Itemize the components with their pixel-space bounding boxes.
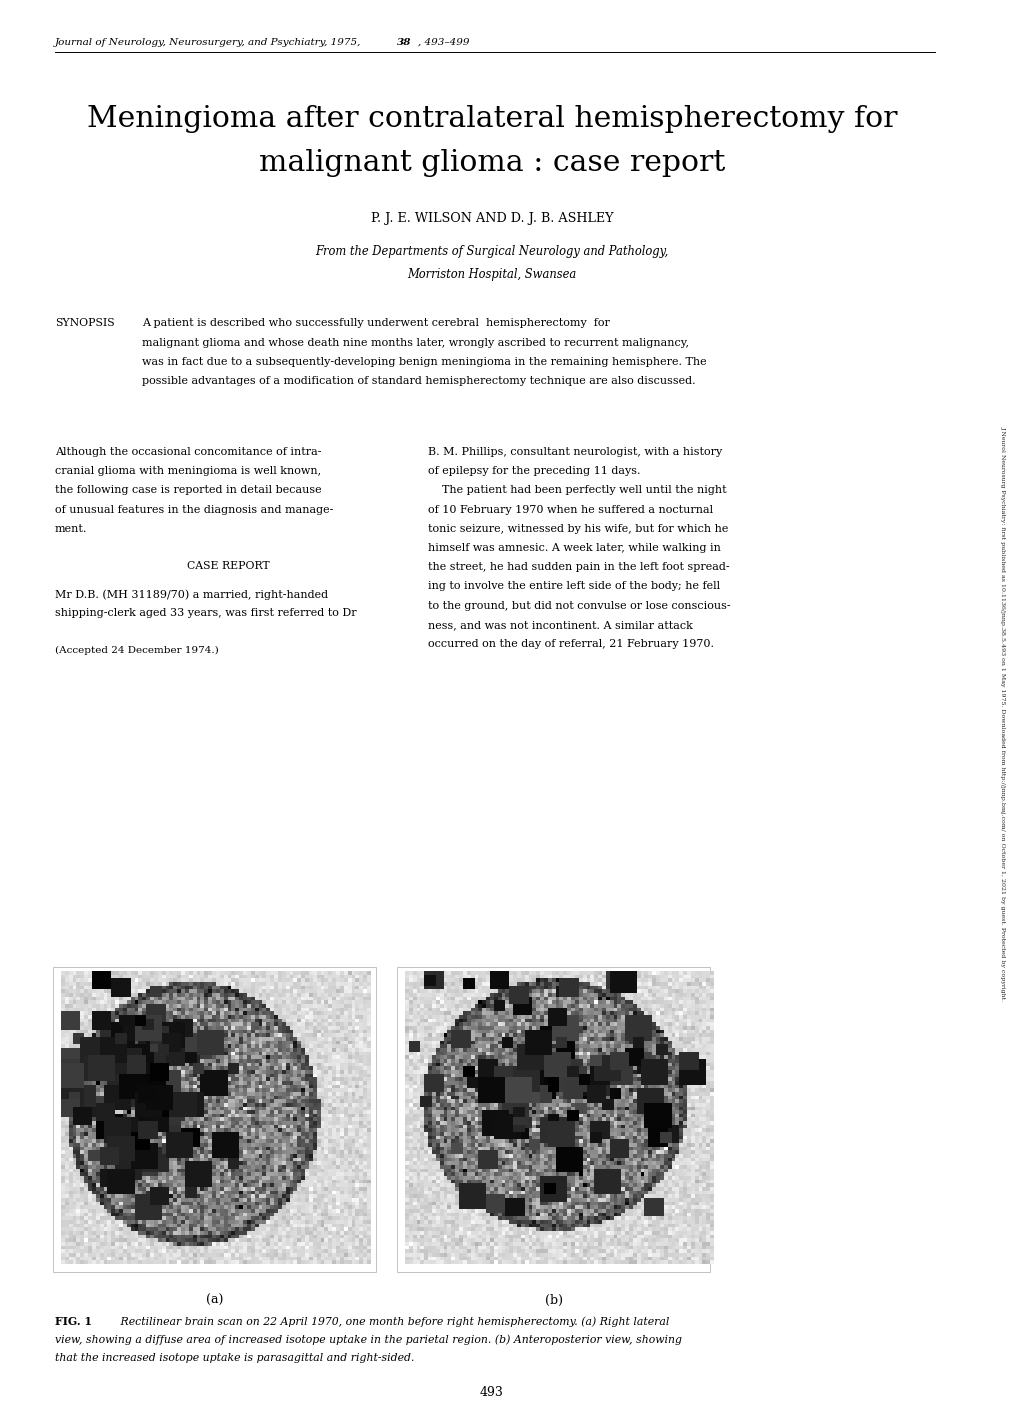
Text: the street, he had sudden pain in the left foot spread-: the street, he had sudden pain in the le… — [427, 562, 729, 572]
Text: Morriston Hospital, Swansea: Morriston Hospital, Swansea — [407, 268, 576, 281]
Text: ment.: ment. — [55, 524, 88, 534]
Text: Although the occasional concomitance of intra-: Although the occasional concomitance of … — [55, 447, 321, 457]
Text: Journal of Neurology, Neurosurgery, and Psychiatry, 1975,: Journal of Neurology, Neurosurgery, and … — [55, 39, 364, 47]
Text: The patient had been perfectly well until the night: The patient had been perfectly well unti… — [427, 485, 726, 495]
Bar — [396, 968, 709, 1271]
Text: cranial glioma with meningioma is well known,: cranial glioma with meningioma is well k… — [55, 467, 321, 477]
Text: From the Departments of Surgical Neurology and Pathology,: From the Departments of Surgical Neurolo… — [315, 245, 668, 258]
Text: himself was amnesic. A week later, while walking in: himself was amnesic. A week later, while… — [427, 544, 719, 554]
Text: J Neurol Neurosurg Psychiatry: first published as 10.1136/jnnp.38.5.493 on 1 May: J Neurol Neurosurg Psychiatry: first pub… — [1000, 425, 1005, 1002]
Text: Rectilinear brain scan on 22 April 1970, one month before right hemispherectomy.: Rectilinear brain scan on 22 April 1970,… — [110, 1316, 668, 1327]
Text: tonic seizure, witnessed by his wife, but for which he: tonic seizure, witnessed by his wife, bu… — [427, 524, 728, 534]
Text: P. J. E. WILSON AND D. J. B. ASHLEY: P. J. E. WILSON AND D. J. B. ASHLEY — [370, 213, 612, 225]
Text: shipping-clerk aged 33 years, was first referred to Dr: shipping-clerk aged 33 years, was first … — [55, 608, 357, 618]
Text: Meningioma after contralateral hemispherectomy for: Meningioma after contralateral hemispher… — [87, 106, 897, 133]
Text: CASE REPORT: CASE REPORT — [187, 561, 270, 571]
Text: ness, and was not incontinent. A similar attack: ness, and was not incontinent. A similar… — [427, 619, 692, 629]
Text: (b): (b) — [544, 1294, 561, 1307]
Text: malignant glioma : case report: malignant glioma : case report — [259, 148, 725, 177]
Text: that the increased isotope uptake is parasagittal and right-sided.: that the increased isotope uptake is par… — [55, 1353, 414, 1363]
Text: ing to involve the entire left side of the body; he fell: ing to involve the entire left side of t… — [427, 581, 719, 591]
Text: (a): (a) — [206, 1294, 223, 1307]
Text: possible advantages of a modification of standard hemispherectomy technique are : possible advantages of a modification of… — [142, 377, 695, 387]
Text: 38: 38 — [396, 39, 411, 47]
Text: to the ground, but did not convulse or lose conscious-: to the ground, but did not convulse or l… — [427, 601, 730, 611]
Text: was in fact due to a subsequently-developing benign meningioma in the remaining : was in fact due to a subsequently-develo… — [142, 357, 706, 367]
Text: A patient is described who successfully underwent cerebral  hemispherectomy  for: A patient is described who successfully … — [142, 318, 609, 328]
Text: occurred on the day of referral, 21 February 1970.: occurred on the day of referral, 21 Febr… — [427, 639, 713, 649]
Text: SYNOPSIS: SYNOPSIS — [55, 318, 114, 328]
Text: RIGHT . 22·4: RIGHT . 22·4 — [196, 1241, 260, 1250]
Text: , 493–499: , 493–499 — [418, 39, 469, 47]
Bar — [53, 968, 376, 1271]
Text: Mr D.B. (MH 31189/70) a married, right-handed: Mr D.B. (MH 31189/70) a married, right-h… — [55, 589, 328, 599]
Text: B. M. Phillips, consultant neurologist, with a history: B. M. Phillips, consultant neurologist, … — [427, 447, 721, 457]
Text: view, showing a diffuse area of increased isotope uptake in the parietal region.: view, showing a diffuse area of increase… — [55, 1334, 682, 1346]
Text: (Accepted 24 December 1974.): (Accepted 24 December 1974.) — [55, 645, 218, 655]
Text: FIG. 1: FIG. 1 — [55, 1316, 92, 1327]
Text: the following case is reported in detail because: the following case is reported in detail… — [55, 485, 321, 495]
Text: of 10 February 1970 when he suffered a nocturnal: of 10 February 1970 when he suffered a n… — [427, 505, 712, 515]
Text: 493: 493 — [480, 1386, 503, 1398]
Text: of unusual features in the diagnosis and manage-: of unusual features in the diagnosis and… — [55, 505, 333, 515]
Text: malignant glioma and whose death nine months later, wrongly ascribed to recurren: malignant glioma and whose death nine mo… — [142, 338, 688, 348]
Text: of epilepsy for the preceding 11 days.: of epilepsy for the preceding 11 days. — [427, 467, 639, 477]
